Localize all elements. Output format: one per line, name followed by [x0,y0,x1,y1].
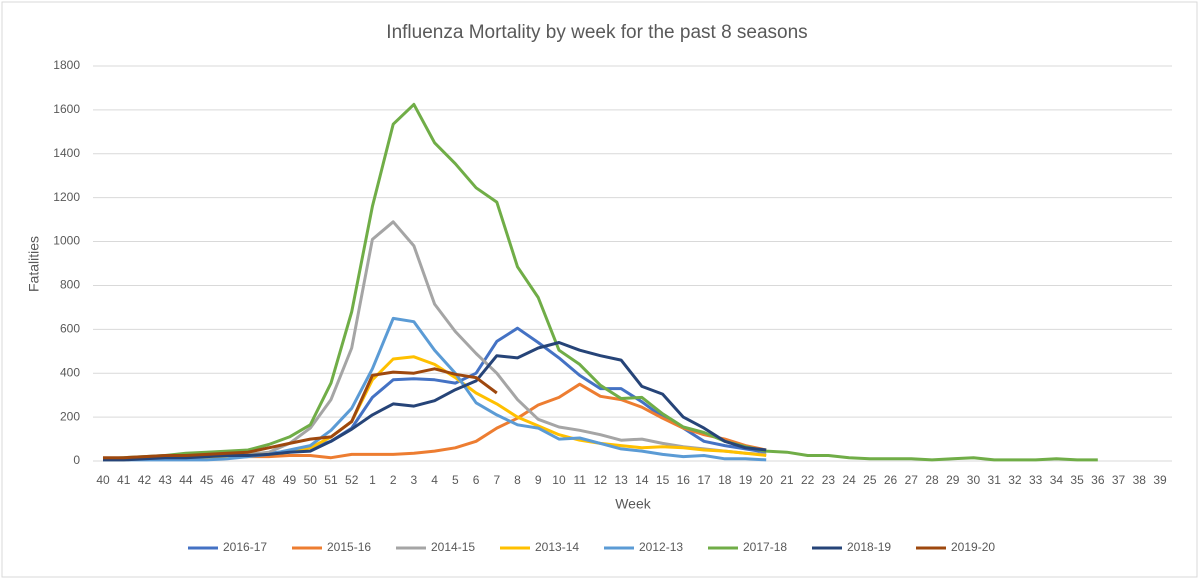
x-tick-label: 51 [324,473,338,487]
x-tick-label: 50 [304,473,318,487]
x-tick-label: 43 [158,473,172,487]
x-tick-label: 26 [884,473,898,487]
legend-label: 2018-19 [847,540,891,554]
x-tick-label: 40 [96,473,110,487]
y-tick-label: 800 [60,278,80,292]
x-tick-label: 12 [594,473,608,487]
x-tick-label: 21 [780,473,794,487]
y-tick-label: 1600 [53,102,80,116]
x-tick-label: 49 [283,473,297,487]
x-tick-label: 28 [925,473,939,487]
x-tick-label: 6 [473,473,480,487]
x-tick-label: 13 [614,473,628,487]
x-tick-label: 44 [179,473,193,487]
x-tick-label: 46 [221,473,235,487]
y-tick-label: 400 [60,365,80,379]
x-tick-label: 3 [411,473,418,487]
x-tick-label: 10 [552,473,566,487]
y-tick-label: 1400 [53,146,80,160]
x-tick-label: 36 [1091,473,1105,487]
x-tick-label: 45 [200,473,214,487]
x-tick-label: 29 [946,473,960,487]
x-tick-label: 33 [1029,473,1043,487]
x-tick-label: 8 [514,473,521,487]
legend-label: 2015-16 [327,540,371,554]
x-tick-label: 18 [718,473,732,487]
x-tick-label: 42 [138,473,152,487]
legend-label: 2016-17 [223,540,267,554]
x-tick-label: 52 [345,473,359,487]
x-tick-label: 47 [241,473,255,487]
legend-label: 2012-13 [639,540,683,554]
legend-label: 2014-15 [431,540,475,554]
x-tick-label: 38 [1133,473,1147,487]
x-tick-label: 5 [452,473,459,487]
x-tick-label: 15 [656,473,670,487]
x-tick-label: 27 [905,473,919,487]
y-tick-label: 1200 [53,190,80,204]
series-line [103,341,767,462]
x-tick-label: 2 [390,473,397,487]
x-tick-label: 30 [967,473,981,487]
x-tick-label: 17 [697,473,711,487]
x-tick-label: 39 [1153,473,1167,487]
x-tick-label: 48 [262,473,276,487]
x-tick-label: 9 [535,473,542,487]
series-line [103,316,767,462]
x-tick-label: 41 [117,473,131,487]
x-tick-label: 35 [1070,473,1084,487]
y-tick-label: 1000 [53,234,80,248]
series-line [103,367,498,460]
legend-label: 2017-18 [743,540,787,554]
x-tick-label: 16 [677,473,691,487]
x-tick-label: 34 [1050,473,1064,487]
x-tick-label: 20 [760,473,774,487]
x-tick-label: 31 [988,473,1002,487]
x-tick-label: 1 [369,473,376,487]
x-tick-label: 4 [431,473,438,487]
x-tick-label: 37 [1112,473,1126,487]
x-axis-label: Week [615,496,652,512]
x-tick-label: 23 [822,473,836,487]
y-tick-label: 1800 [53,58,80,72]
x-tick-label: 24 [842,473,856,487]
y-tick-label: 0 [73,453,80,467]
x-tick-label: 19 [739,473,753,487]
series-line [102,102,1098,462]
legend-label: 2013-14 [535,540,579,554]
x-tick-label: 32 [1008,473,1022,487]
y-tick-label: 600 [60,322,80,336]
x-tick-label: 14 [635,473,649,487]
chart-title: Influenza Mortality by week for the past… [386,22,807,43]
x-tick-label: 11 [573,473,586,487]
legend-label: 2019-20 [951,540,995,554]
x-tick-label: 22 [801,473,815,487]
y-axis-label: Fatalities [26,236,42,292]
x-tick-label: 7 [493,473,500,487]
x-tick-label: 25 [863,473,877,487]
y-tick-label: 200 [60,409,80,423]
